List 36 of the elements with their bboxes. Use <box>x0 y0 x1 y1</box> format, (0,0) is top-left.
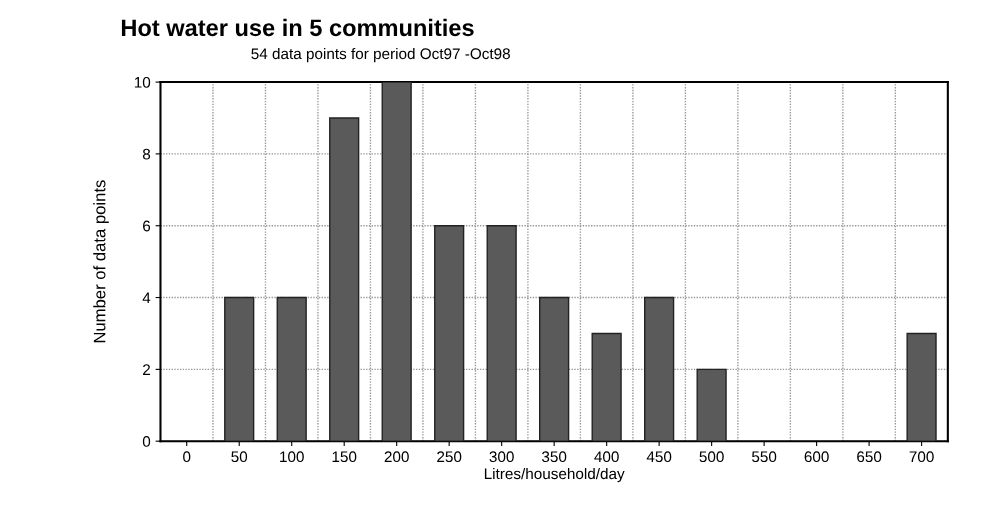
chart-title: Hot water use in 5 communities <box>121 18 474 37</box>
bar <box>224 296 255 442</box>
x-tick-label: 500 <box>699 451 724 463</box>
x-tick-label: 700 <box>909 451 934 463</box>
y-tick-label: 8 <box>142 148 151 160</box>
bar <box>276 296 307 442</box>
bar <box>696 368 727 442</box>
chart-subtitle: 54 data points for period Oct97 -Oct98 <box>251 47 510 63</box>
x-axis-title: Litres/household/day <box>484 467 625 483</box>
bar <box>591 332 622 442</box>
bar <box>539 296 570 442</box>
y-tick-label: 10 <box>134 76 151 88</box>
x-tick-label: 0 <box>183 451 191 463</box>
x-tick-label: 550 <box>751 451 777 463</box>
y-tick-label: 0 <box>142 436 151 447</box>
y-tick-label: 4 <box>142 292 151 304</box>
x-tick-label: 100 <box>280 451 304 463</box>
bar <box>434 225 465 442</box>
x-tick-label: 450 <box>646 451 672 463</box>
x-tick-label: 350 <box>542 451 567 463</box>
x-tick-label: 150 <box>332 451 357 463</box>
y-tick-label: 6 <box>143 220 151 232</box>
x-tick-label: 200 <box>384 451 409 463</box>
x-tick-label: 650 <box>857 451 882 463</box>
x-tick-label: 50 <box>231 451 248 463</box>
x-tick-label: 300 <box>489 451 514 463</box>
bar <box>906 332 937 442</box>
bar <box>644 296 675 442</box>
y-axis-title: Number of data points <box>93 180 109 343</box>
bar <box>381 82 412 442</box>
bar <box>329 117 360 442</box>
x-tick-label: 600 <box>804 451 829 463</box>
bar <box>486 225 517 442</box>
y-tick-label: 2 <box>143 364 150 375</box>
x-tick-label: 250 <box>437 451 462 463</box>
x-tick-label: 400 <box>594 451 619 463</box>
